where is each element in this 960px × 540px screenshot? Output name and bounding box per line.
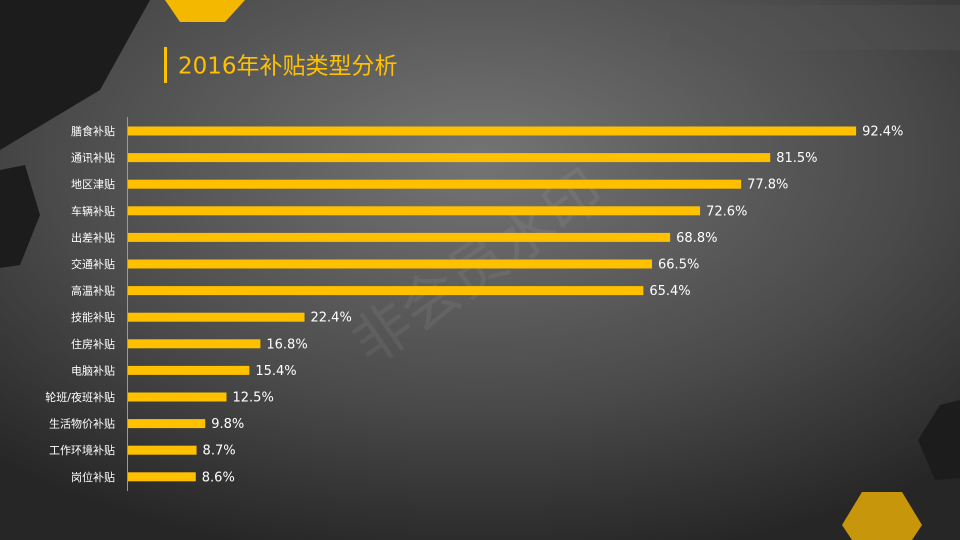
bar: [128, 126, 857, 136]
bar: [128, 179, 742, 189]
title-accent: [164, 47, 167, 83]
bar: [128, 206, 701, 216]
value-label: 66.5%: [658, 258, 699, 273]
value-label: 72.6%: [706, 204, 747, 219]
bar: [128, 472, 196, 482]
value-label: 16.8%: [266, 337, 307, 352]
bar: [128, 365, 250, 375]
value-label: 92.4%: [862, 125, 903, 140]
category-label: 交通补贴: [71, 257, 115, 271]
value-label: 15.4%: [255, 364, 296, 379]
category-label: 高温补贴: [71, 284, 115, 298]
hexagon-deco: [165, 0, 245, 22]
hexagon-deco: [0, 0, 150, 150]
category-label: 车辆补贴: [71, 204, 115, 218]
category-label: 生活物价补贴: [49, 417, 115, 431]
category-label: 电脑补贴: [71, 363, 115, 377]
value-label: 68.8%: [676, 231, 717, 246]
bar: [128, 286, 644, 296]
bar: [128, 259, 653, 269]
value-label: 22.4%: [311, 311, 352, 326]
bar: [128, 445, 197, 455]
category-label: 岗位补贴: [71, 470, 115, 484]
category-label: 膳食补贴: [71, 124, 115, 138]
category-label: 技能补贴: [71, 310, 115, 324]
value-label: 12.5%: [233, 391, 274, 406]
value-label: 77.8%: [747, 178, 788, 193]
category-label: 通讯补贴: [71, 151, 115, 165]
value-label: 8.7%: [203, 444, 236, 459]
bar: [128, 419, 206, 429]
deco-band: [670, 5, 960, 50]
value-label: 9.8%: [211, 417, 244, 432]
category-label: 地区津贴: [71, 177, 115, 191]
category-label: 出差补贴: [71, 230, 115, 244]
bar: [128, 153, 771, 163]
hexagon-deco: [842, 492, 922, 540]
bar: [128, 232, 671, 242]
value-label: 81.5%: [776, 151, 817, 166]
bar: [128, 392, 227, 402]
category-label: 工作环境补贴: [49, 443, 115, 457]
bar: [128, 339, 261, 349]
value-label: 65.4%: [649, 284, 690, 299]
hexagon-deco: [918, 400, 960, 480]
chart-title: 2016年补贴类型分析: [178, 54, 398, 80]
category-label: 轮班/夜班补贴: [45, 390, 115, 404]
value-label: 8.6%: [202, 470, 235, 485]
hexagon-deco: [0, 165, 40, 268]
category-label: 住房补贴: [71, 337, 115, 351]
bar: [128, 312, 305, 322]
